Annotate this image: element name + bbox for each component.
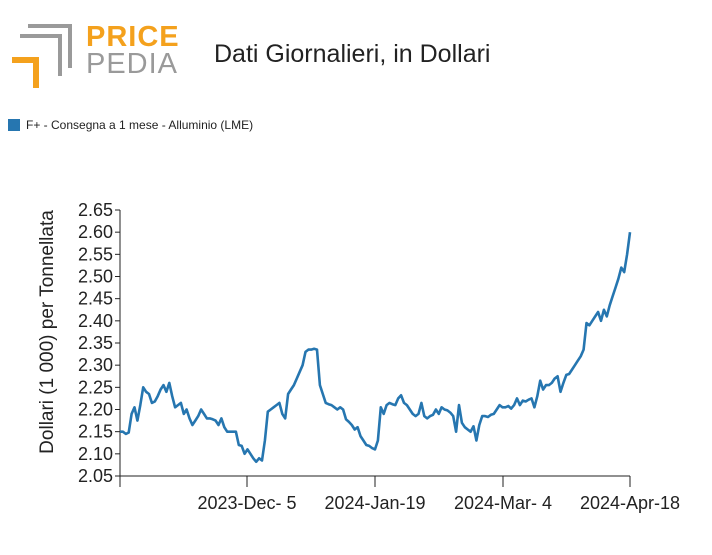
y-tick-label: 2.10: [78, 444, 113, 464]
y-tick-label: 2.45: [78, 289, 113, 309]
y-tick-label: 2.15: [78, 422, 113, 442]
series-layer: [120, 232, 632, 464]
y-tick-label: 2.55: [78, 244, 113, 264]
legend: F+ - Consegna a 1 mese - Alluminio (LME): [8, 118, 253, 132]
x-tick-label: 2024-Jan-19: [324, 493, 425, 513]
y-tick-label: 2.40: [78, 311, 113, 331]
y-tick-label: 2.05: [78, 466, 113, 486]
x-tick-label: 2024-Mar- 4: [454, 493, 552, 513]
logo-text-price: PRICE: [86, 21, 180, 53]
pricepedia-logo: PRICE PEDIA: [8, 22, 179, 94]
logo-mark-icon: [12, 24, 72, 88]
x-tick-label: 2023-Dec- 5: [197, 493, 296, 513]
y-tick-label: 2.60: [78, 222, 113, 242]
y-axis-label: Dollari (1 000) per Tonnellata: [37, 210, 58, 454]
y-tick-label: 2.35: [78, 333, 113, 353]
x-tick-label: 2024-Apr-18: [580, 493, 680, 513]
y-axis: 2.652.602.55 2.502.452.402.352.302.25 2.20…: [78, 200, 121, 486]
legend-swatch: [8, 119, 20, 131]
x-axis: 2023-Dec- 5 2024-Jan-19 2024-Mar- 4 2024-Ap…: [119, 475, 680, 513]
y-tick-label: 2.50: [78, 267, 113, 287]
y-tick-label: 2.30: [78, 355, 113, 375]
logo-text-pedia: PEDIA: [86, 48, 179, 80]
chart-title: Dati Giornalieri, in Dollari: [214, 40, 491, 68]
y-tick-label: 2.65: [78, 200, 113, 220]
y-tick-label: 2.20: [78, 400, 113, 420]
legend-label: F+ - Consegna a 1 mese - Alluminio (LME): [26, 118, 254, 132]
series-line-0: [120, 232, 632, 464]
y-tick-label: 2.25: [78, 377, 113, 397]
